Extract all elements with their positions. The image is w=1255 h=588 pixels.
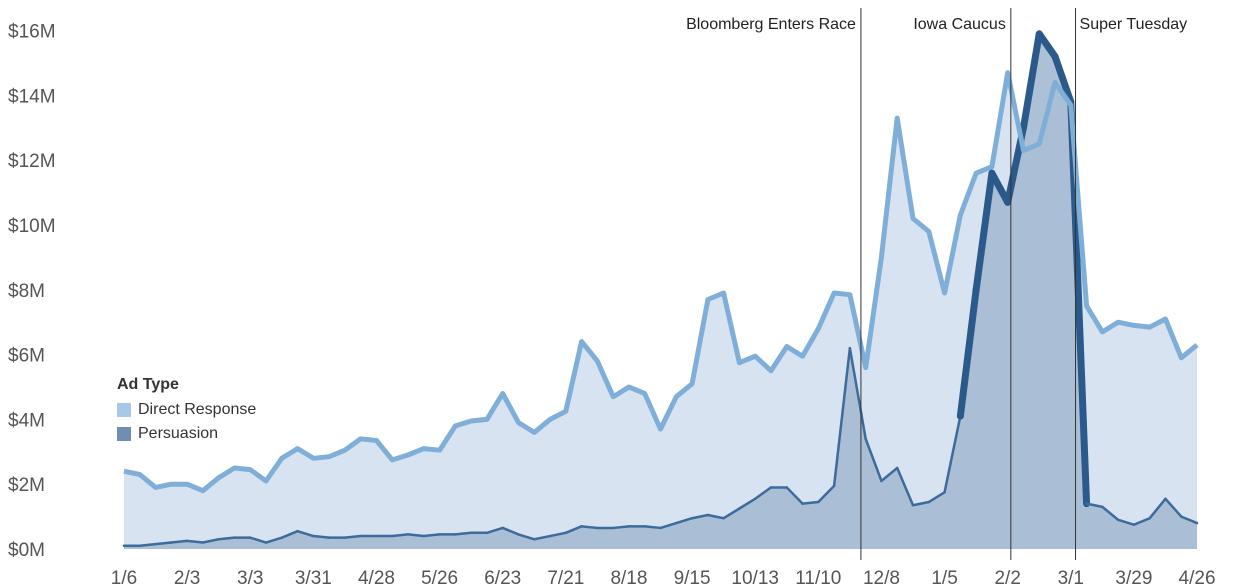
x-tick-label: 4/28: [358, 568, 395, 588]
persuasion-line-segment: [138, 542, 157, 548]
persuasion-line-segment: [217, 536, 236, 541]
persuasion-line-segment: [533, 534, 552, 541]
persuasion-line-segment: [848, 346, 867, 441]
y-tick-label: $14M: [8, 86, 56, 107]
x-tick-label: 9/15: [674, 568, 711, 588]
persuasion-line-segment: [927, 491, 946, 504]
persuasion-line-segment: [753, 486, 773, 501]
event-label: Bloomberg Enters Race: [686, 16, 856, 33]
x-tick-label: 3/1: [1058, 568, 1084, 588]
persuasion-line-segment: [690, 513, 710, 520]
persuasion-line-segment: [501, 526, 520, 536]
y-tick-label: $10M: [8, 216, 56, 237]
persuasion-line-segment: [580, 525, 599, 530]
persuasion-line-segment: [248, 536, 268, 544]
persuasion-line-segment: [517, 533, 536, 541]
legend-swatch-persuasion: [117, 427, 131, 441]
legend-swatch-direct-response: [117, 403, 131, 417]
persuasion-line-segment: [280, 529, 299, 539]
persuasion-line-segment: [659, 521, 678, 530]
persuasion-line-segment: [170, 539, 189, 544]
direct-response-area: [124, 72, 1197, 549]
y-tick-label: $12M: [8, 151, 56, 172]
persuasion-line-segment: [832, 346, 852, 488]
persuasion-line-segment: [943, 414, 962, 494]
legend-title: Ad Type: [117, 376, 179, 393]
direct-response-line: [123, 70, 1199, 494]
persuasion-line-segment: [185, 539, 205, 544]
persuasion-line-segment: [154, 541, 173, 546]
persuasion-line-segment: [1051, 53, 1075, 106]
persuasion-area: [124, 33, 1197, 550]
persuasion-line-segment: [312, 534, 331, 539]
persuasion-line-segment: [454, 531, 473, 536]
persuasion-line-segment: [391, 533, 410, 538]
x-tick-label: 5/26: [421, 568, 458, 588]
persuasion-line-segment: [911, 500, 931, 507]
x-tick-label: 10/13: [731, 568, 779, 588]
x-tick-label: 3/3: [237, 568, 263, 588]
persuasion-line-segment: [675, 516, 694, 525]
y-tick-label: $6M: [8, 346, 45, 367]
persuasion-line-segment: [643, 525, 662, 530]
x-tick-label: 1/5: [931, 568, 957, 588]
x-tick-label: 3/31: [295, 568, 332, 588]
persuasion-line-segment: [296, 529, 315, 538]
event-label: Iowa Caucus: [913, 16, 1006, 33]
persuasion-line-segment: [864, 437, 883, 483]
persuasion-line-segment: [1101, 505, 1120, 522]
persuasion-line-segment: [201, 538, 220, 544]
legend-item-direct-response[interactable]: Direct Response: [117, 398, 256, 422]
persuasion-line-segment: [1116, 518, 1136, 526]
persuasion-line-segment: [1180, 515, 1199, 525]
x-tick-label: 4/26: [1179, 568, 1216, 588]
persuasion-line-segment: [722, 507, 741, 520]
legend-label-persuasion: Persuasion: [138, 425, 219, 442]
x-tick-label: 12/8: [863, 568, 900, 588]
x-tick-label: 1/6: [111, 568, 137, 588]
y-tick-label: $0M: [8, 540, 45, 561]
persuasion-line-segment: [817, 484, 836, 504]
persuasion-line-segment: [785, 486, 804, 505]
x-tick-label: 2/3: [174, 568, 200, 588]
persuasion-line-segment: [406, 533, 426, 538]
legend-label-direct-response: Direct Response: [138, 401, 257, 418]
persuasion-line-segment: [422, 533, 441, 538]
x-tick-label: 3/29: [1115, 568, 1152, 588]
persuasion-line-segment: [738, 497, 757, 510]
persuasion-line-segment: [895, 466, 915, 507]
persuasion-line-segment: [1148, 497, 1167, 520]
y-tick-label: $8M: [8, 281, 45, 302]
x-tick-label: 11/10: [795, 568, 841, 588]
persuasion-line-segment: [1132, 516, 1151, 526]
x-tick-label: 6/23: [484, 568, 521, 588]
persuasion-line-segment: [1085, 502, 1104, 509]
persuasion-line-segment: [956, 286, 980, 420]
y-tick-label: $2M: [8, 475, 45, 496]
persuasion-line-segment: [1035, 30, 1059, 61]
persuasion-line-segment: [611, 525, 631, 530]
persuasion-line-segment: [564, 525, 583, 535]
x-tick-label: 2/2: [994, 568, 1020, 588]
persuasion-line-segment: [706, 513, 725, 520]
persuasion-line-segment: [343, 534, 362, 539]
persuasion-line-segment: [801, 500, 820, 505]
x-tick-label: 8/18: [610, 568, 647, 588]
persuasion-line-segment: [988, 169, 1012, 206]
event-label: Super Tuesday: [1080, 16, 1188, 33]
persuasion-line-segment: [548, 531, 568, 538]
x-tick-label: 7/21: [547, 568, 584, 588]
persuasion-line-segment: [485, 526, 504, 535]
persuasion-line-segment: [880, 466, 899, 483]
persuasion-line-segment: [1019, 30, 1043, 132]
legend: Ad Type Direct Response Persuasion: [117, 376, 256, 446]
persuasion-line-segment: [972, 169, 996, 294]
y-tick-label: $16M: [8, 22, 56, 43]
y-tick-label: $4M: [8, 410, 45, 431]
persuasion-line-segment: [264, 536, 284, 544]
persuasion-line-segment: [1164, 497, 1183, 518]
legend-item-persuasion[interactable]: Persuasion: [117, 422, 256, 446]
